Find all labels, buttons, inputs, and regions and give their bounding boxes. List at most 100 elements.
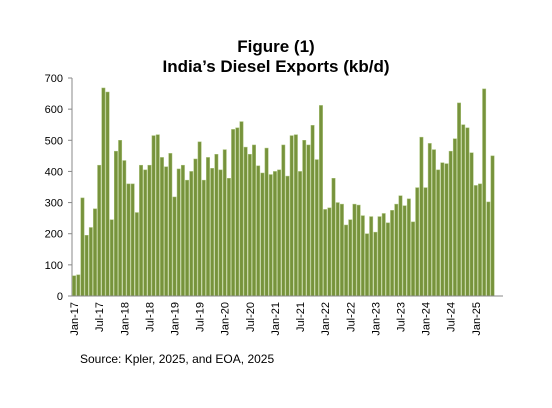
- bar: [390, 210, 395, 297]
- bar: [486, 201, 491, 297]
- bar: [93, 208, 97, 297]
- bar: [289, 135, 294, 297]
- bar: [134, 212, 139, 297]
- bar: [356, 204, 361, 297]
- x-tick-label: Jul-22: [345, 302, 357, 332]
- bar: [419, 136, 424, 297]
- bar: [323, 209, 328, 297]
- bar: [436, 169, 441, 297]
- chart-title: Figure (1): [237, 37, 314, 56]
- x-tick-label: Jan-21: [270, 302, 282, 336]
- bar: [386, 222, 390, 297]
- bar: [348, 219, 353, 297]
- bar: [268, 174, 273, 297]
- bar: [298, 171, 302, 297]
- bar: [160, 157, 164, 297]
- x-tick-label: Jul-23: [395, 302, 407, 332]
- bar: [277, 169, 282, 297]
- bar: [243, 146, 248, 297]
- y-tick-label: 600: [45, 104, 63, 116]
- bar: [210, 168, 215, 297]
- y-tick-label: 400: [45, 166, 63, 178]
- bar: [168, 153, 173, 297]
- bar: [465, 127, 470, 297]
- bar: [231, 129, 236, 297]
- bar: [206, 157, 210, 297]
- bar: [440, 162, 445, 297]
- bar: [478, 183, 482, 297]
- bar: [189, 171, 194, 297]
- bar: [310, 125, 315, 297]
- bar: [448, 150, 453, 297]
- bar: [339, 203, 344, 297]
- bar: [101, 87, 106, 297]
- y-tick-label: 200: [45, 229, 63, 241]
- bar: [260, 172, 265, 297]
- bar: [235, 127, 240, 297]
- bar: [411, 221, 415, 297]
- bar: [469, 152, 474, 297]
- bar: [180, 164, 185, 297]
- bar: [151, 135, 156, 297]
- bar: [415, 187, 420, 297]
- bar: [88, 227, 93, 297]
- bar: [427, 143, 432, 297]
- x-tick-label: Jul-19: [195, 302, 207, 332]
- bar: [432, 149, 436, 297]
- bar: [335, 202, 340, 297]
- bar: [398, 195, 403, 297]
- source-note: Source: Kpler, 2025, and EOA, 2025: [80, 352, 274, 366]
- bar: [172, 196, 177, 297]
- bar: [126, 183, 131, 297]
- bar: [84, 235, 89, 297]
- bar: [394, 203, 399, 297]
- bar: [273, 171, 277, 297]
- y-tick-label: 100: [45, 260, 63, 272]
- bar: [97, 164, 102, 297]
- bar: [285, 175, 290, 297]
- x-tick-label: Jul-20: [245, 302, 257, 332]
- bar: [114, 150, 118, 297]
- bar: [193, 158, 198, 297]
- chart-subtitle: India’s Diesel Exports (kb/d): [162, 57, 389, 76]
- bar: [155, 134, 160, 297]
- bar: [360, 215, 365, 297]
- bar: [185, 179, 189, 297]
- bar: [281, 144, 286, 297]
- bar: [490, 155, 495, 297]
- x-tick-label: Jan-22: [320, 302, 332, 336]
- x-tick-label: Jan-17: [69, 302, 81, 336]
- x-tick-label: Jan-25: [471, 302, 483, 336]
- bar: [423, 187, 428, 297]
- bar: [264, 147, 269, 297]
- bar: [197, 141, 202, 297]
- bar: [373, 231, 378, 297]
- bar: [164, 166, 169, 297]
- x-tick-label: Jul-17: [94, 302, 106, 332]
- bar: [122, 160, 127, 297]
- bar: [293, 134, 298, 297]
- bar: [452, 138, 457, 297]
- x-tick-label: Jul-24: [446, 302, 458, 332]
- bar: [381, 213, 386, 297]
- bar: [319, 105, 323, 297]
- bar: [365, 233, 369, 297]
- bar: [105, 91, 110, 297]
- bar: [377, 216, 382, 297]
- bar: [314, 159, 319, 297]
- y-tick-label: 500: [45, 135, 63, 147]
- bar: [302, 140, 307, 297]
- x-tick-label: Jul-18: [144, 302, 156, 332]
- bar: [344, 224, 349, 297]
- bar: [80, 197, 85, 297]
- bar: [457, 102, 461, 297]
- bar: [143, 169, 148, 297]
- bar: [331, 178, 336, 297]
- bar: [369, 216, 374, 297]
- bar: [139, 164, 143, 297]
- bar: [214, 154, 219, 297]
- bar: [444, 163, 449, 297]
- bar: [461, 124, 466, 297]
- bar: [130, 183, 135, 297]
